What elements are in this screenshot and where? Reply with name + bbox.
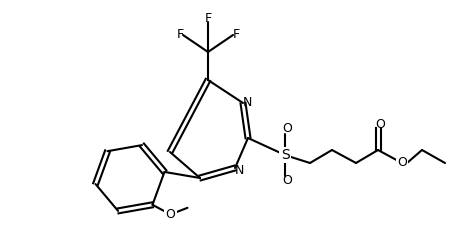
Text: O: O: [397, 157, 407, 169]
Text: O: O: [282, 123, 292, 135]
Text: O: O: [282, 174, 292, 188]
Text: F: F: [233, 29, 240, 41]
Text: O: O: [165, 208, 175, 221]
Text: N: N: [234, 164, 244, 177]
Text: F: F: [176, 29, 184, 41]
Text: N: N: [242, 95, 252, 109]
Text: F: F: [204, 13, 212, 25]
Text: O: O: [375, 119, 385, 132]
Text: S: S: [281, 148, 289, 162]
